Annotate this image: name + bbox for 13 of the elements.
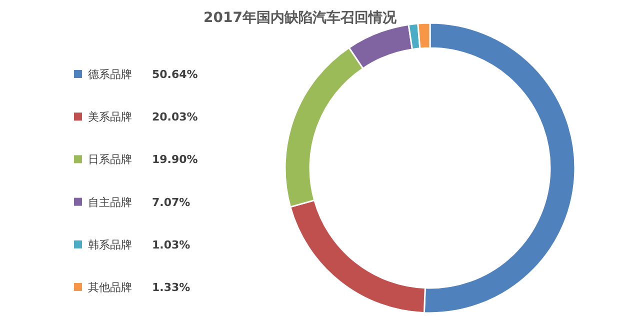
data-label: 1.03%: [152, 238, 190, 252]
data-label: 7.07%: [152, 196, 190, 209]
data-label: 1.33%: [152, 281, 190, 294]
legend-label: 韩系品牌: [88, 238, 132, 252]
data-label: 20.03%: [152, 110, 198, 124]
legend-label: 德系品牌: [88, 68, 132, 81]
data-label: 19.90%: [152, 153, 198, 166]
chart-title: 2017年国内缺陷汽车召回情况: [204, 9, 398, 26]
legend-label: 日系品牌: [88, 153, 132, 166]
legend-label: 自主品牌: [88, 196, 132, 209]
data-label: 50.64%: [152, 68, 198, 81]
legend-label: 其他品牌: [88, 281, 132, 294]
legend-label: 美系品牌: [88, 110, 132, 124]
